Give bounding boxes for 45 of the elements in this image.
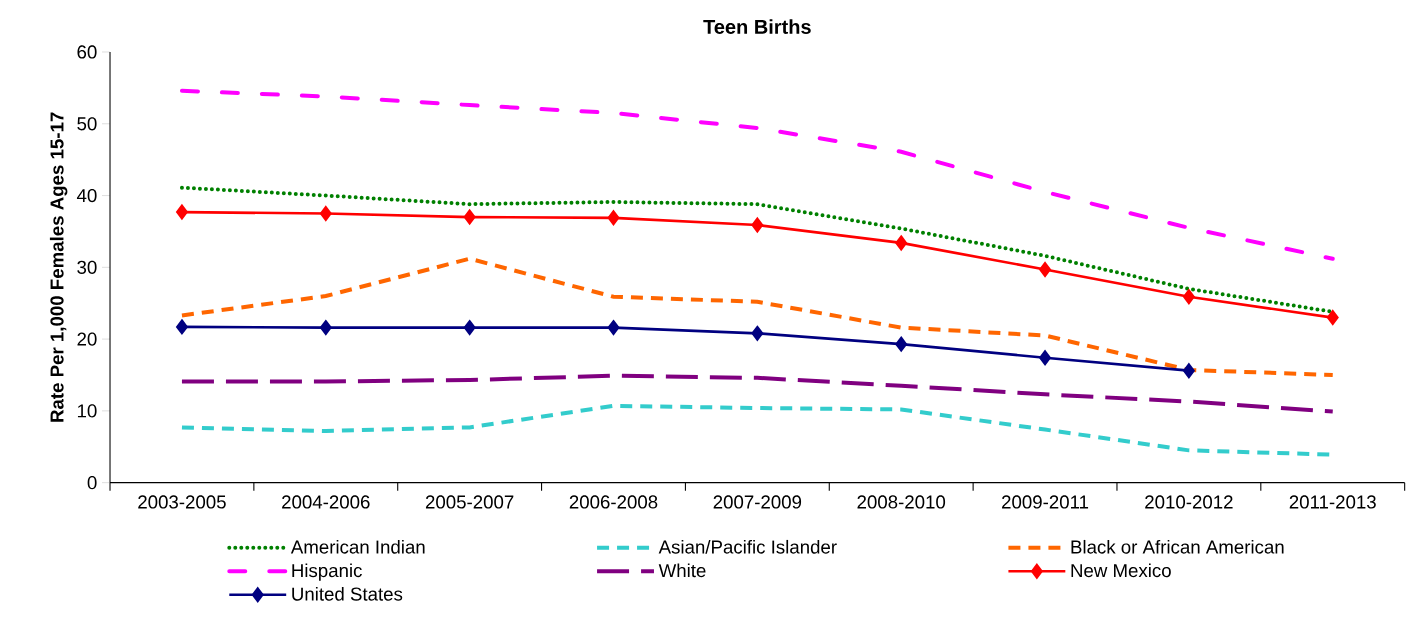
y-tick-label: 50	[77, 117, 97, 131]
point	[607, 210, 620, 226]
legend-label: White	[658, 563, 706, 578]
x-tick-label: 2003-2005	[138, 495, 226, 509]
line-series	[179, 373, 1335, 414]
x-tick-label: 2006-2008	[569, 495, 658, 509]
point	[895, 235, 908, 251]
point	[319, 206, 332, 221]
legend-label: United States	[292, 586, 403, 601]
x-tick-label: 2009-2011	[1002, 495, 1089, 509]
line-series	[179, 256, 1335, 377]
x-tick-label: 2007-2009	[713, 495, 802, 509]
x-tick-label: 2008-2010	[857, 495, 946, 509]
point	[895, 336, 908, 352]
x-tick-label: 2010-2012	[1145, 495, 1233, 509]
point	[751, 217, 764, 233]
y-tick-label: 60	[77, 45, 97, 59]
y-tick-label: 30	[77, 260, 97, 274]
y-tick-label: 20	[77, 332, 97, 346]
point	[1039, 350, 1051, 366]
line-series	[179, 88, 1335, 261]
legend-label: New Mexico	[1071, 563, 1171, 578]
x-tick-label: 2005-2007	[425, 495, 514, 509]
point	[1326, 310, 1339, 325]
point	[607, 320, 620, 335]
chart-title: Teen Births	[703, 19, 811, 34]
y-axis-title: Rate Per 1,000 Females Ages 15-17	[49, 112, 68, 422]
y-tick-label: 0	[87, 476, 97, 490]
legend-label: Black or African American	[1071, 539, 1284, 554]
point	[319, 320, 332, 335]
legend-label: American Indian	[290, 539, 425, 554]
point	[176, 204, 188, 220]
point	[1183, 363, 1195, 379]
x-tick-label: 2004-2006	[282, 495, 370, 509]
y-tick-label: 10	[77, 404, 97, 418]
point	[176, 319, 188, 335]
y-tick-label: 40	[76, 188, 97, 203]
point	[463, 320, 476, 335]
point	[1183, 289, 1195, 305]
legend-label: Hispanic	[292, 563, 362, 581]
x-tick-label: 2011-2013	[1289, 495, 1376, 509]
point	[751, 326, 764, 341]
point	[463, 209, 476, 225]
legend-label: Asian/Pacific Islander	[658, 539, 837, 554]
point	[1039, 262, 1051, 277]
